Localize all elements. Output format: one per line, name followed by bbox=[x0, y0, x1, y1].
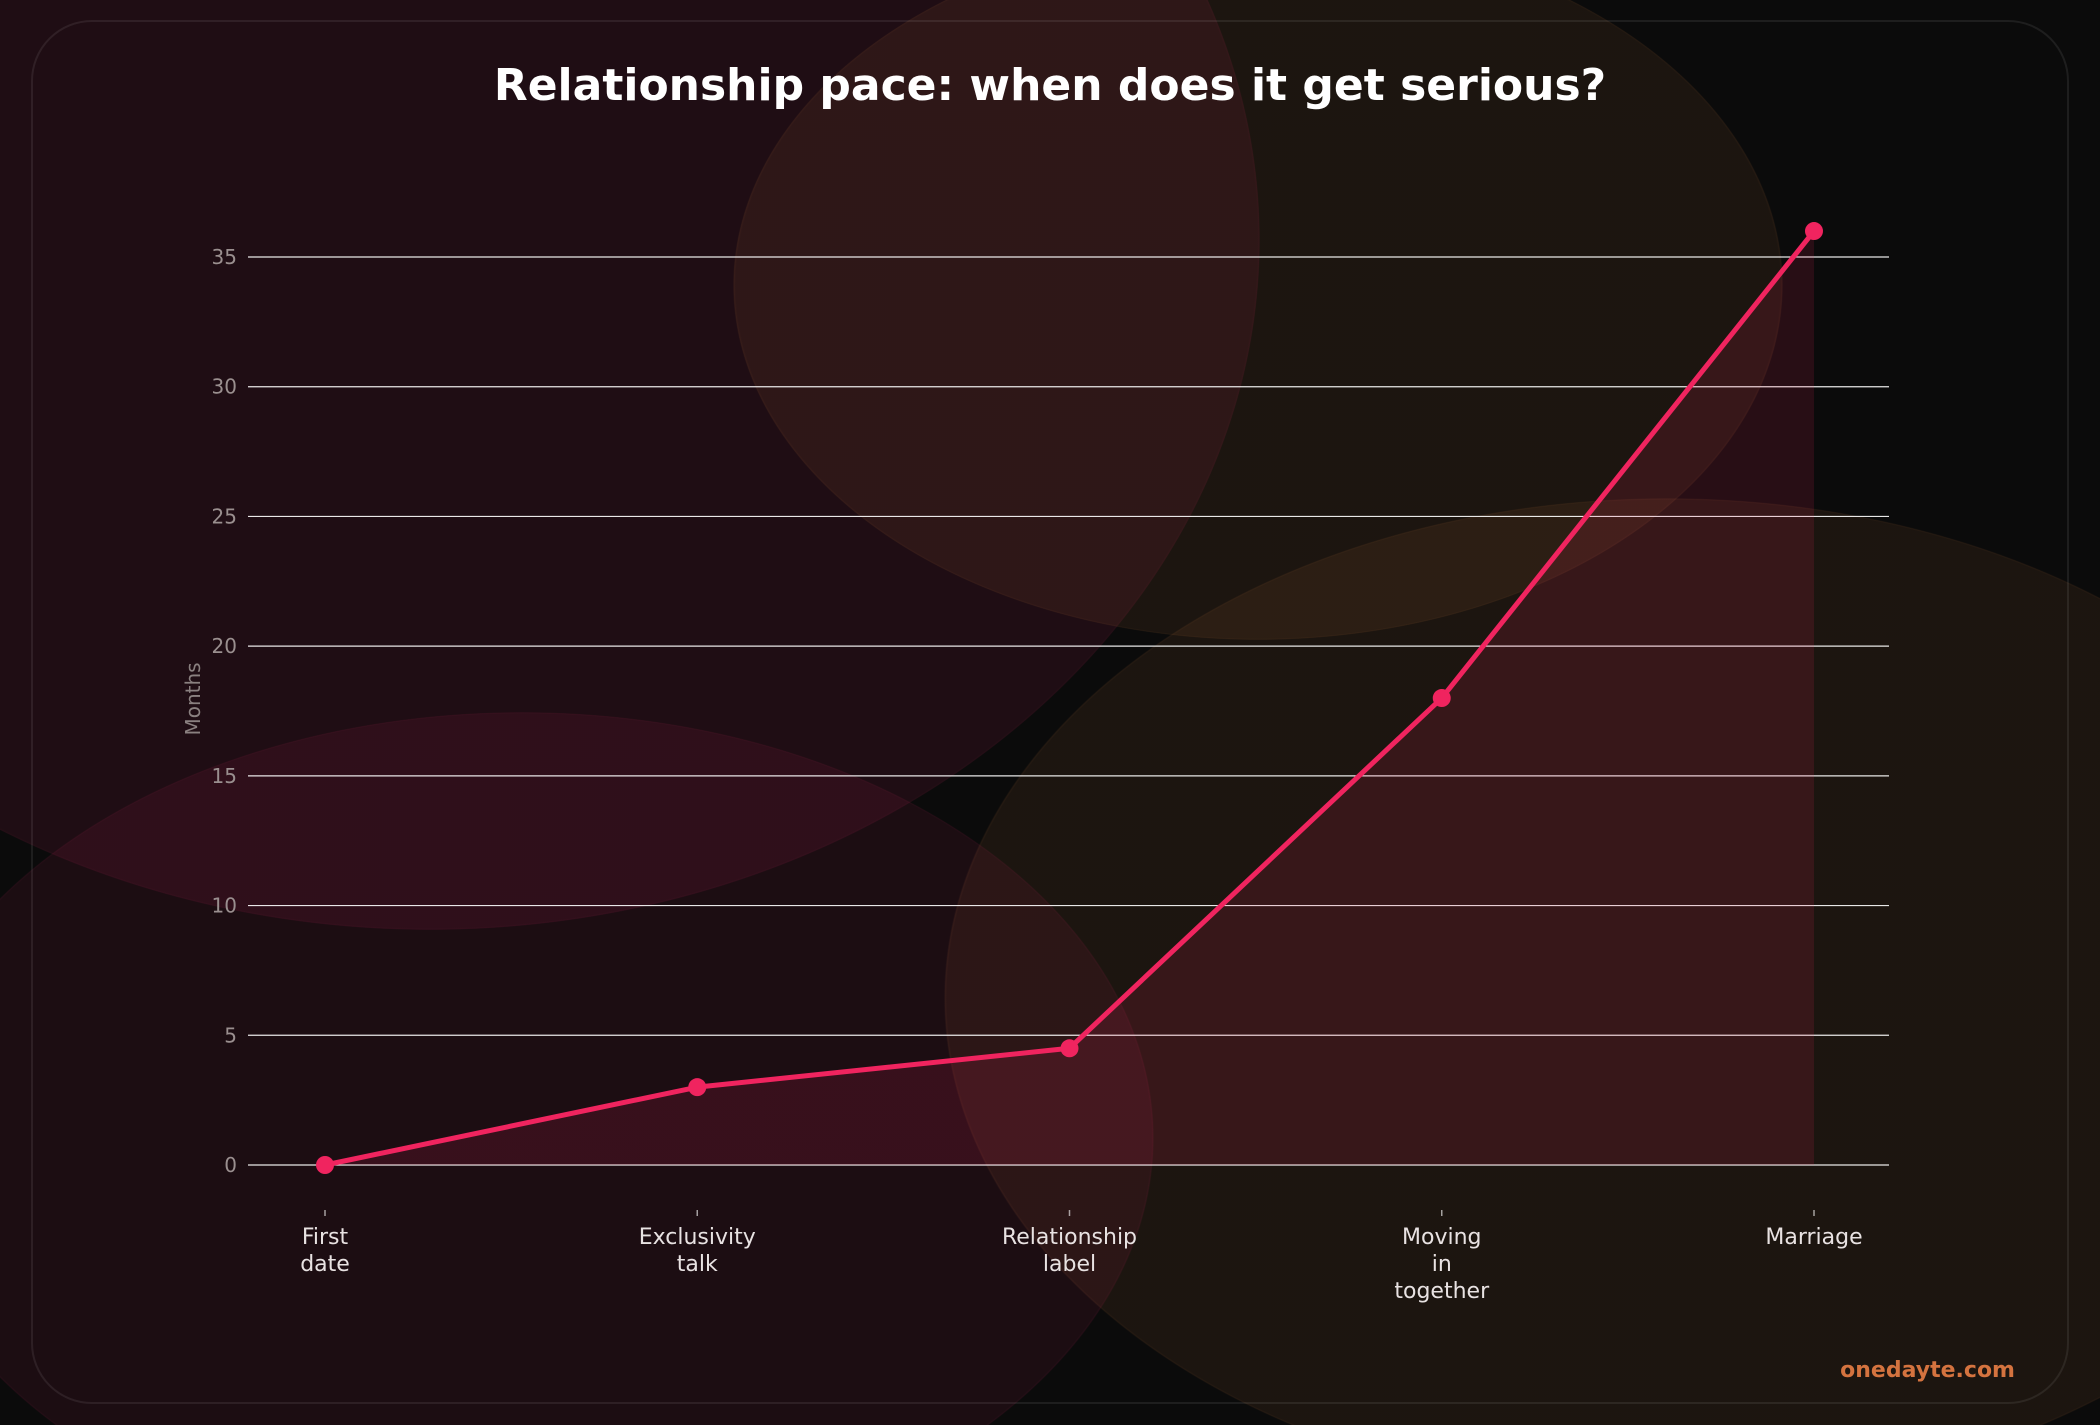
y-tick-label: 0 bbox=[224, 1153, 237, 1177]
y-tick-label: 10 bbox=[212, 894, 237, 918]
gridlines bbox=[248, 256, 1889, 1166]
y-tick-label: 35 bbox=[212, 245, 237, 269]
area-fill bbox=[325, 231, 1814, 1166]
card-border bbox=[31, 20, 2069, 1404]
data-point bbox=[688, 1078, 707, 1097]
x-tick-label: Relationship label bbox=[1002, 1225, 1137, 1277]
x-tick-label: Exclusivity talk bbox=[639, 1225, 756, 1277]
data-point bbox=[1805, 222, 1823, 241]
x-tick-labels: First date Exclusivity talk Relationship labe… bbox=[300, 1210, 1863, 1304]
chart-title: Relationship pace: when does it get seri… bbox=[494, 60, 1606, 111]
area-fill-shape bbox=[325, 231, 1814, 1166]
y-tick-label: 30 bbox=[212, 375, 237, 399]
watermark: onedayte.com bbox=[1840, 1358, 2015, 1383]
x-tick-label: Moving in together bbox=[1394, 1225, 1490, 1304]
data-point bbox=[316, 1156, 334, 1174]
y-tick-label: 5 bbox=[224, 1023, 237, 1047]
x-tick-label: Marriage bbox=[1765, 1225, 1862, 1250]
data-point bbox=[1060, 1039, 1079, 1058]
y-tick-label: 20 bbox=[212, 634, 237, 658]
x-tick-label: First date bbox=[300, 1225, 350, 1277]
data-points bbox=[316, 222, 1823, 1174]
y-tick-label: 25 bbox=[212, 504, 237, 528]
y-tick-label: 15 bbox=[212, 764, 237, 788]
data-point bbox=[1432, 689, 1451, 708]
y-tick-labels: 0 5 10 15 20 25 30 35 bbox=[212, 245, 237, 1177]
y-axis-label: Months bbox=[181, 662, 205, 735]
